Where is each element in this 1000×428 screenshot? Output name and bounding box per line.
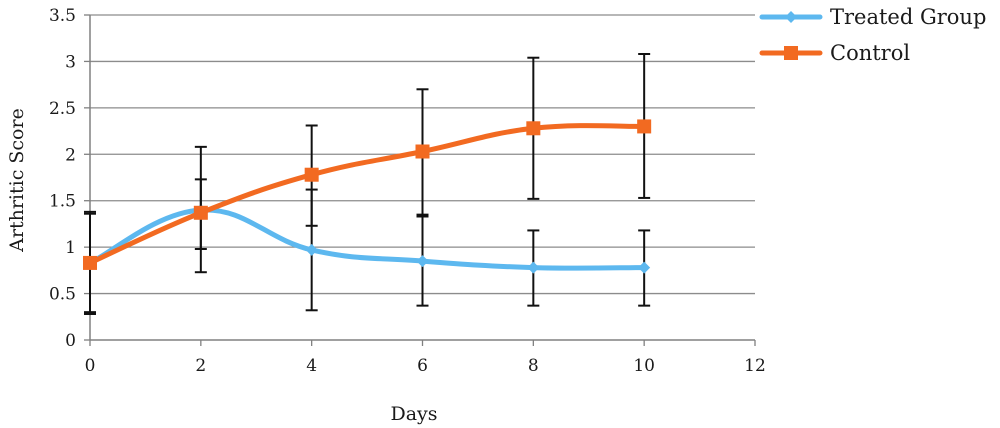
series-line — [90, 210, 644, 268]
x-tick-label: 2 — [195, 356, 206, 376]
legend-item-control: Control — [762, 41, 910, 65]
x-ticks: 0 2 4 6 8 10 12 — [85, 340, 766, 376]
legend-marker — [785, 11, 797, 23]
data-point — [305, 168, 319, 182]
data-point — [83, 256, 97, 270]
y-tick-label: 0.5 — [49, 285, 76, 305]
data-point — [417, 255, 429, 267]
y-tick-label: 1 — [65, 238, 76, 258]
x-tick-label: 12 — [744, 356, 766, 376]
x-tick-label: 4 — [306, 356, 317, 376]
legend-marker — [784, 46, 798, 60]
data-point — [416, 145, 430, 159]
data-point — [306, 244, 318, 256]
data-point — [637, 119, 651, 133]
x-tick-label: 10 — [633, 356, 655, 376]
data-point — [527, 262, 539, 274]
y-tick-label: 3.5 — [49, 6, 76, 26]
legend-item-treated-group: Treated Group — [762, 5, 986, 29]
legend-label: Control — [830, 41, 910, 65]
data-point — [638, 262, 650, 274]
y-tick-label: 1.5 — [49, 192, 76, 212]
data-point — [194, 206, 208, 220]
series-control — [83, 54, 651, 312]
series-line — [90, 126, 644, 263]
y-tick-label: 3 — [65, 52, 76, 72]
y-tick-label: 2.5 — [49, 99, 76, 119]
x-tick-label: 6 — [417, 356, 428, 376]
x-tick-label: 8 — [528, 356, 539, 376]
data-point — [526, 121, 540, 135]
y-ticks: 0 0.5 1 1.5 2 2.5 3 3.5 — [49, 6, 90, 351]
legend-label: Treated Group — [830, 5, 986, 29]
x-tick-label: 0 — [85, 356, 96, 376]
y-axis-title: Arthritic Score — [6, 108, 28, 253]
y-tick-label: 2 — [65, 145, 76, 165]
y-tick-label: 0 — [65, 331, 76, 351]
series — [83, 54, 651, 314]
x-axis-title: Days — [390, 403, 437, 425]
legend: Treated Group Control — [762, 5, 986, 65]
